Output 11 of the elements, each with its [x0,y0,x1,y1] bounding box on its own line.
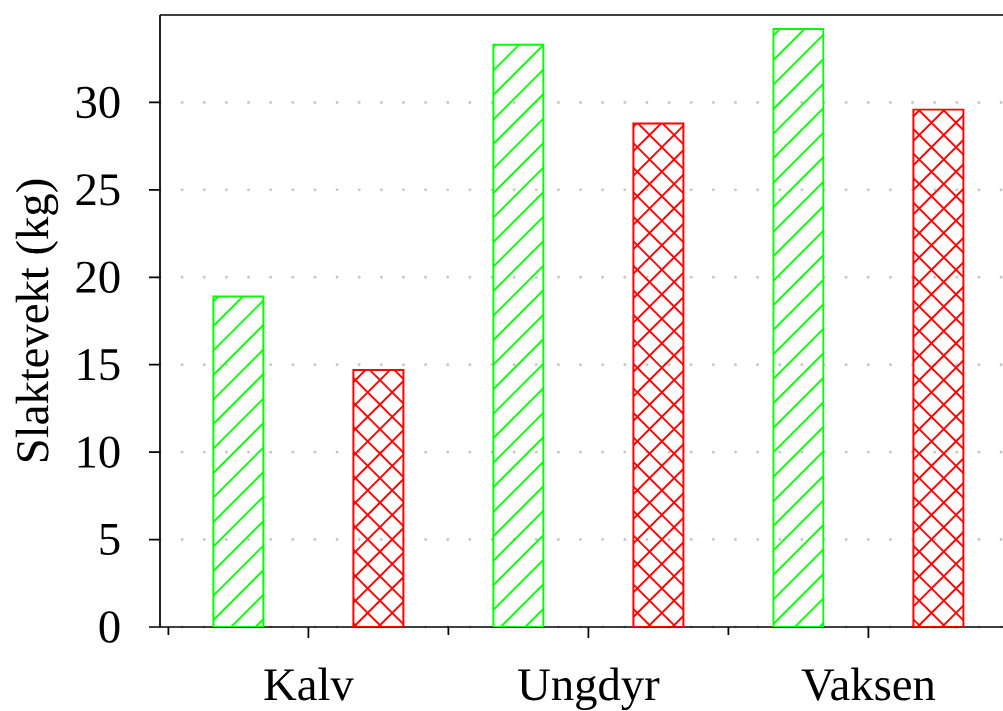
y-tick-label: 25 [76,174,120,206]
x-tick-label: Ungdyr [518,667,660,711]
y-tick-label: 10 [78,436,120,468]
y-axis-title: Slaktevekt (kg) [15,179,59,462]
x-tick-label: Kalv [264,667,354,701]
y-tick-label: 15 [78,349,120,381]
y-tick-label: 30 [76,86,120,119]
x-tick-label: Vaksen [801,667,936,701]
y-tick-label: 5 [100,524,120,556]
y-tick-label: 0 [99,611,120,643]
y-tick-label: 20 [76,261,120,294]
